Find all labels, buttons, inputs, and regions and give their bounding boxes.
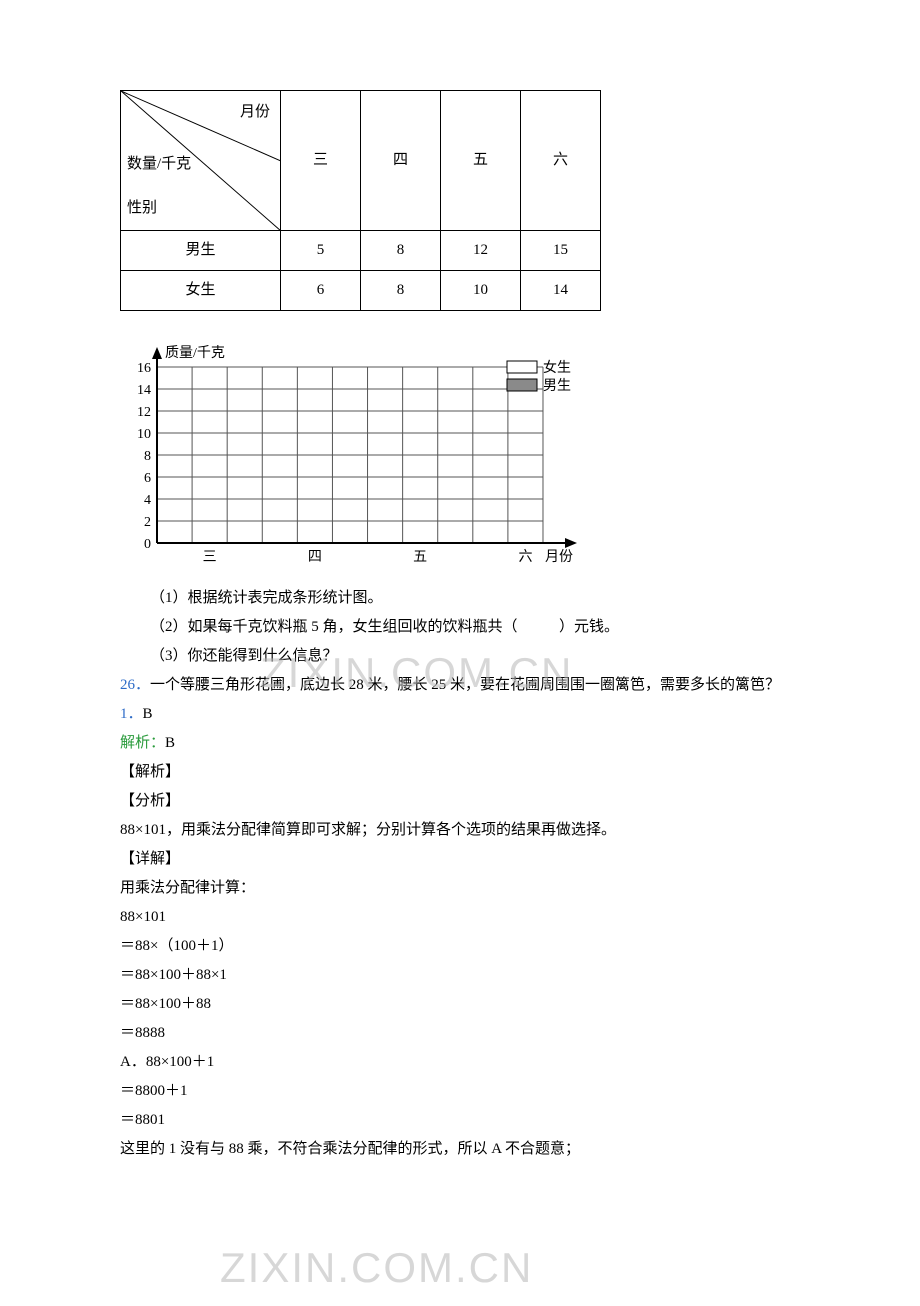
answer-line-1: 1．B [120,701,800,728]
row-label-girls: 女生 [121,271,281,311]
diag-mid: 数量/千克 [127,151,191,178]
bar-chart-grid: 质量/千克 0 2 4 6 8 10 12 14 16 三 四 五 六月份 女生男生 [95,331,800,569]
svg-text:14: 14 [137,383,151,398]
q2-part-b: ）元钱。 [559,619,619,635]
calc-line: 这里的 1 没有与 88 乘，不符合乘法分配律的形式，所以 A 不合题意； [120,1136,800,1163]
svg-text:2: 2 [144,515,151,530]
q26-text: 一个等腰三角形花圃，底边长 28 米，腰长 25 米，要在花圃周围围一圈篱笆，需… [150,677,780,693]
answer-xiangjie: 【详解】 [120,846,800,873]
a1-num: 1． [120,706,143,722]
calc-line: 88×101 [120,904,800,931]
answer-analysis-text: 88×101，用乘法分配律简算即可求解；分别计算各个选项的结果再做选择。 [120,817,800,844]
survey-table: 月份 数量/千克 性别 三 四 五 六 男生 5 8 12 15 女生 6 8 … [120,90,601,311]
cell: 12 [441,231,521,271]
svg-text:质量/千克: 质量/千克 [165,345,225,361]
cell: 8 [361,271,441,311]
diag-top: 月份 [240,99,270,126]
answer-fenxi: 【分析】 [120,788,800,815]
calc-line: ＝88×100＋88×1 [120,962,800,989]
col-month-4: 四 [361,91,441,231]
cell: 10 [441,271,521,311]
svg-text:12: 12 [137,405,151,420]
answer-line-parse: 解析：B [120,730,800,757]
cell: 8 [361,231,441,271]
col-month-3: 三 [281,91,361,231]
svg-text:月份: 月份 [545,549,573,565]
cell: 6 [281,271,361,311]
answer-line: 用乘法分配律计算： [120,875,800,902]
cell: 15 [521,231,601,271]
question-2: （2）如果每千克饮料瓶 5 角，女生组回收的饮料瓶共（ ）元钱。 [120,614,800,641]
a1-val: B [143,706,153,722]
svg-text:六: 六 [518,549,532,565]
a2-val: B [165,735,175,751]
calc-line: ＝8801 [120,1107,800,1134]
calc-line: ＝8800＋1 [120,1078,800,1105]
row-label-boys: 男生 [121,231,281,271]
diag-header-cell: 月份 数量/千克 性别 [121,91,281,231]
svg-text:四: 四 [308,550,322,565]
calc-line: ＝88×（100＋1） [120,933,800,960]
q2-part-a: （2）如果每千克饮料瓶 5 角，女生组回收的饮料瓶共（ [150,619,518,635]
svg-text:三: 三 [203,550,217,565]
svg-text:男生: 男生 [543,378,571,394]
svg-text:0: 0 [144,537,151,552]
q26-number: 26． [120,677,150,693]
svg-text:6: 6 [144,471,151,486]
calc-line: ＝88×100＋88 [120,991,800,1018]
col-month-5: 五 [441,91,521,231]
cell: 14 [521,271,601,311]
calc-line: A．88×100＋1 [120,1049,800,1076]
question-3: （3）你还能得到什么信息？ [120,643,800,670]
watermark: ZIXIN.COM.CN [220,1230,533,1306]
svg-text:五: 五 [413,550,427,565]
question-1: （1）根据统计表完成条形统计图。 [120,585,800,612]
svg-text:女生: 女生 [543,359,571,376]
svg-text:4: 4 [144,493,151,508]
question-26: 26．一个等腰三角形花圃，底边长 28 米，腰长 25 米，要在花圃周围围一圈篱… [120,672,800,699]
svg-text:8: 8 [144,449,151,464]
svg-text:10: 10 [137,427,151,442]
calc-line: ＝8888 [120,1020,800,1047]
table-row: 男生 5 8 12 15 [121,231,601,271]
svg-text:16: 16 [137,361,151,376]
a2-label: 解析： [120,735,165,751]
cell: 5 [281,231,361,271]
col-month-6: 六 [521,91,601,231]
answer-jiexi: 【解析】 [120,759,800,786]
table-row: 女生 6 8 10 14 [121,271,601,311]
diag-bot: 性别 [127,195,157,222]
